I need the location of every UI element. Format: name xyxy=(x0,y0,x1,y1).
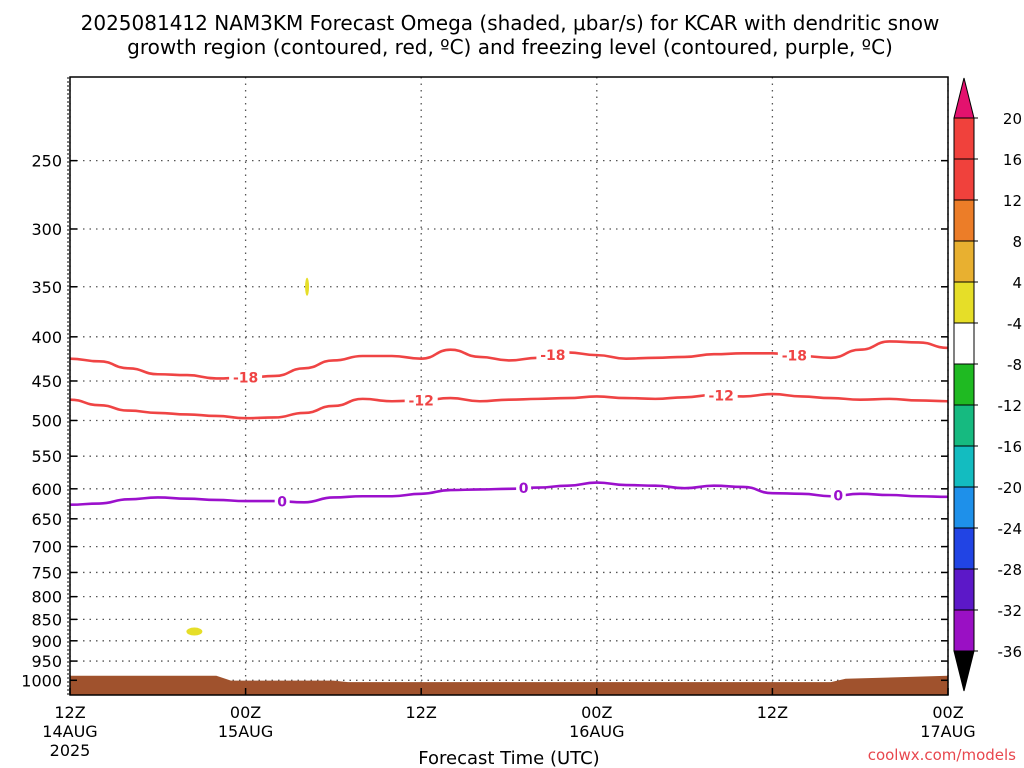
y-tick-label-400: 400 xyxy=(31,328,62,347)
x-axis-label: Forecast Time (UTC) xyxy=(418,748,599,768)
colorbar-label-14: -36 xyxy=(998,643,1023,661)
y-tick-label-700: 700 xyxy=(31,538,62,557)
colorbar-bottom-arrow xyxy=(953,650,975,692)
y-tick-label-500: 500 xyxy=(31,411,62,430)
colorbar-bin-8 xyxy=(953,404,975,447)
colorbar-label-7: -8 xyxy=(1007,356,1022,374)
y-tick-label-550: 550 xyxy=(31,447,62,466)
x-tick-label-48: 12Z xyxy=(757,703,788,722)
colorbar-top-arrow xyxy=(953,77,975,119)
contour-label-bg-0-1 xyxy=(274,493,290,510)
contour-label-0-2: 0 xyxy=(519,481,529,497)
colorbar-bin-7 xyxy=(953,363,975,406)
colorbar-label-8: -12 xyxy=(998,397,1023,415)
y-tick-label-900: 900 xyxy=(31,632,62,651)
omega-shading-layer xyxy=(186,277,310,636)
contour-label-bg-0-2 xyxy=(516,480,532,497)
colorbar-bin-13 xyxy=(953,609,975,652)
x-tick-date-60: 17AUG xyxy=(920,722,975,741)
colorbar-bin-5 xyxy=(953,281,975,324)
axes: 250 300 350 400 450 500 550 600 650 700 750 800 850 9… xyxy=(21,76,976,760)
contour-label-bg--18-2 xyxy=(536,347,570,364)
x-tick-label-12: 00Z xyxy=(230,703,261,722)
contour-label-bg--18-3 xyxy=(777,347,811,364)
colorbar-bin-2 xyxy=(953,158,975,201)
y-tick-label-1000: 1000 xyxy=(21,671,62,690)
contour-label-bg--12-1 xyxy=(404,392,438,409)
colorbar-label-13: -32 xyxy=(998,602,1023,620)
plot-frame xyxy=(69,76,949,696)
y-tick-label-600: 600 xyxy=(31,480,62,499)
contour-label-bg--12-2 xyxy=(704,387,738,404)
y-tick-label-950: 950 xyxy=(31,652,62,671)
colorbar-bin-10 xyxy=(953,486,975,529)
contour-layer: -18 -18 -18 -12 -12 0 0 0 xyxy=(69,340,949,510)
colorbar-label-12: -28 xyxy=(998,561,1023,579)
colorbar-label-4: 8 xyxy=(1012,233,1022,251)
contour-line-0 xyxy=(69,481,949,507)
colorbar-label-3: 12 xyxy=(1003,192,1022,210)
colorbar-label-10: -20 xyxy=(998,479,1023,497)
colorbar-label-6: -4 xyxy=(1007,315,1022,333)
chart-title-line-2: growth region (contoured, red, ºC) and f… xyxy=(127,35,893,59)
colorbar: 20 16 12 8 4 -4 -8 -12 -16 -20 -24 -28 -32 -36 xyxy=(953,77,1023,692)
omega-shade-1 xyxy=(305,277,310,296)
colorbar-label-9: -16 xyxy=(998,438,1023,456)
contour-label--18-3: -18 xyxy=(782,348,807,364)
colorbar-label-2: 16 xyxy=(1003,151,1022,169)
y-tick-label-650: 650 xyxy=(31,510,62,529)
contour-line--12 xyxy=(69,392,949,420)
contour-label-0-3: 0 xyxy=(833,489,843,505)
colorbar-bin-9 xyxy=(953,445,975,488)
colorbar-bin-11 xyxy=(953,527,975,570)
terrain-layer xyxy=(70,675,948,695)
x-tick-label-36: 00Z xyxy=(581,703,612,722)
colorbar-label-11: -24 xyxy=(998,520,1023,538)
x-tick-date-12: 15AUG xyxy=(218,722,273,741)
plot-background xyxy=(70,77,948,695)
omega-shade-2 xyxy=(186,627,203,636)
contour-label-0-1: 0 xyxy=(277,494,287,510)
colorbar-bin-6 xyxy=(953,322,975,365)
contour-label--12-2: -12 xyxy=(709,388,734,404)
y-tick-label-750: 750 xyxy=(31,563,62,582)
contour-label--18-1: -18 xyxy=(233,371,258,387)
contour-label--18-2: -18 xyxy=(540,348,565,364)
y-tick-label-800: 800 xyxy=(31,588,62,607)
contour-label-bg-0-3 xyxy=(830,487,846,504)
colorbar-label-5: 4 xyxy=(1012,274,1022,292)
y-tick-label-300: 300 xyxy=(31,220,62,239)
x-tick-label-60: 00Z xyxy=(932,703,963,722)
terrain-area xyxy=(70,675,948,695)
chart-title-line-1: 2025081412 NAM3KM Forecast Omega (shaded… xyxy=(81,11,940,35)
x-tick-year-0: 2025 xyxy=(50,741,91,760)
x-tick-label-0: 12Z xyxy=(54,703,85,722)
colorbar-bin-4 xyxy=(953,240,975,283)
y-tick-label-250: 250 xyxy=(31,152,62,171)
contour-label--12-1: -12 xyxy=(409,393,434,409)
contour-label-bg--18-1 xyxy=(229,369,263,386)
y-tick-label-350: 350 xyxy=(31,278,62,297)
y-tick-label-450: 450 xyxy=(31,372,62,391)
y-tick-label-850: 850 xyxy=(31,610,62,629)
x-tick-label-24: 12Z xyxy=(406,703,437,722)
plot-area xyxy=(69,77,949,695)
colorbar-label-1: 20 xyxy=(1003,110,1022,128)
x-tick-date-36: 16AUG xyxy=(569,722,624,741)
colorbar-bin-12 xyxy=(953,568,975,611)
colorbar-bin-3 xyxy=(953,199,975,242)
x-tick-date-0: 14AUG xyxy=(42,722,97,741)
watermark: coolwx.com/models xyxy=(868,746,1016,764)
colorbar-bin-1 xyxy=(953,117,975,160)
